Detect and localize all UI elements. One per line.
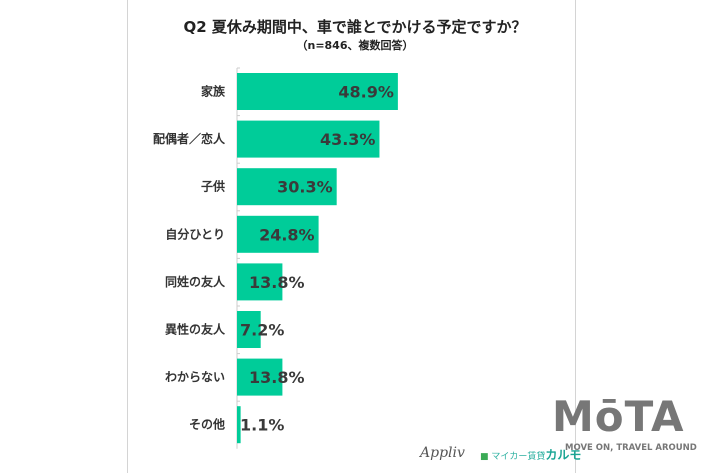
chart-subtitle: （n=846、複数回答） xyxy=(296,39,414,52)
bar xyxy=(237,358,283,396)
mota-tagline: MOVE ON, TRAVEL AROUND xyxy=(565,443,697,453)
category-label: 配偶者／恋人 xyxy=(153,131,226,146)
category-label: 自分ひとり xyxy=(165,226,225,241)
value-label: 13.8% xyxy=(249,273,305,292)
value-label: 13.8% xyxy=(249,368,305,387)
value-label: 1.1% xyxy=(240,416,284,435)
category-label: 子供 xyxy=(201,179,225,194)
category-label: わからない xyxy=(165,370,225,384)
category-label: 同姓の友人 xyxy=(165,274,226,289)
frame-line-left xyxy=(127,0,128,473)
bar xyxy=(237,406,241,444)
frame-line-right xyxy=(575,0,576,473)
bar xyxy=(237,73,398,110)
karumo-logo: ■ マイカー賃貸カルモ xyxy=(480,446,581,463)
category-label: 家族 xyxy=(201,84,226,99)
bar xyxy=(237,263,283,301)
value-label: 24.8% xyxy=(259,225,315,244)
value-label: 30.3% xyxy=(277,178,333,197)
bar xyxy=(237,215,319,253)
bar xyxy=(237,120,380,158)
chart-title: Q2 夏休み期間中、車で誰とでかける予定ですか？ xyxy=(183,18,527,36)
bar xyxy=(237,168,337,206)
category-label: 異性の友人 xyxy=(165,322,226,337)
bar xyxy=(237,311,261,348)
karumo-prefix: マイカー賃貸 xyxy=(491,452,546,462)
value-label: 48.9% xyxy=(338,83,394,102)
category-label: その他 xyxy=(189,417,225,432)
mota-logo: MōTA xyxy=(552,392,685,441)
karumo-name: カルモ xyxy=(545,448,582,462)
value-label: 43.3% xyxy=(320,130,376,149)
car-icon: ■ xyxy=(480,452,489,462)
value-label: 7.2% xyxy=(240,321,284,340)
appliv-logo: Appliv xyxy=(420,445,465,461)
